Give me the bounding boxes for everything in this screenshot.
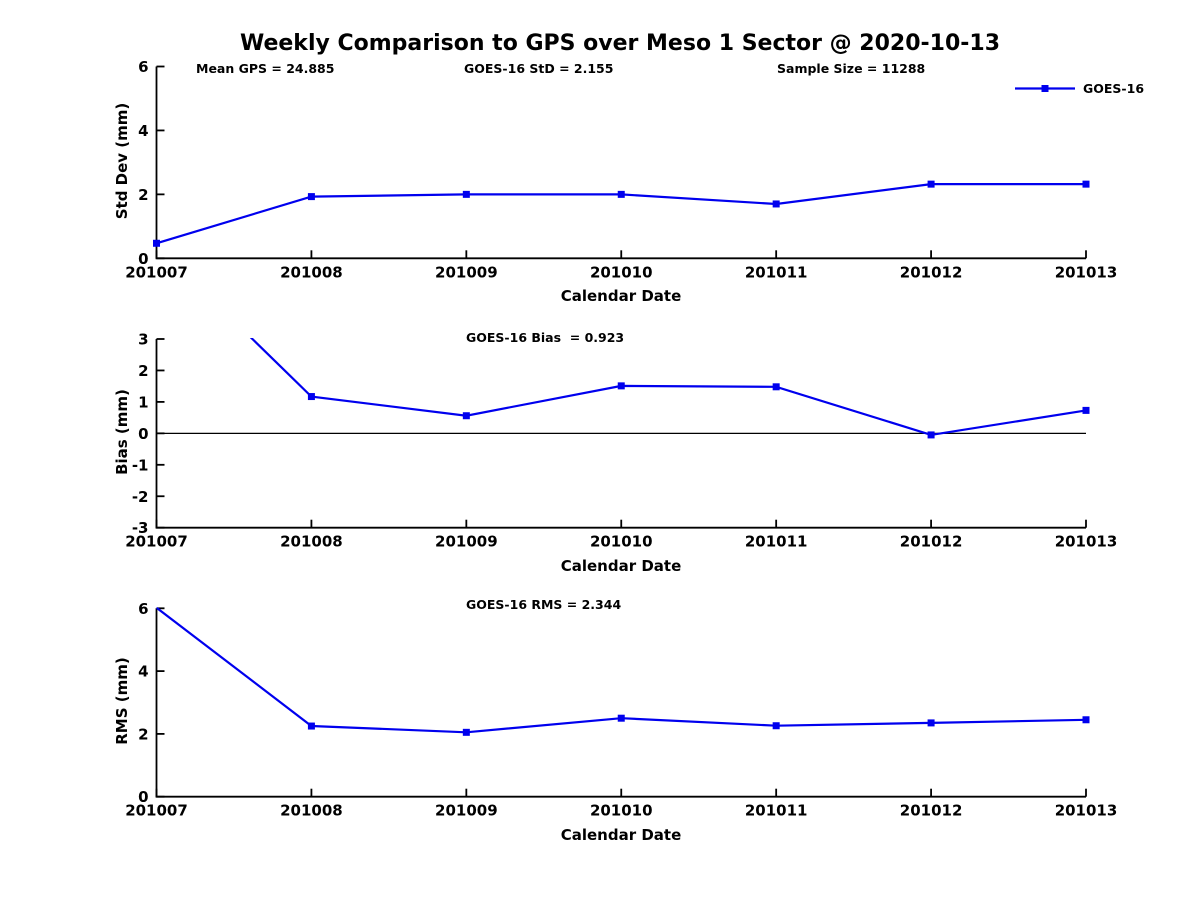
bias-marker	[617, 382, 625, 390]
y-tick-label: 6	[138, 600, 148, 618]
y-tick-label: 0	[138, 788, 148, 806]
legend-marker-square	[1041, 85, 1049, 92]
y-tick-label: 3	[138, 331, 148, 349]
y-tick-label: 2	[138, 362, 148, 380]
xlabel-rms: Calendar Date	[560, 826, 682, 844]
annotation-sample-size: Sample Size = 11288	[777, 61, 926, 76]
std-dev-marker	[772, 200, 780, 208]
rms-marker	[1082, 716, 1090, 724]
x-tick-label: 201011	[745, 802, 808, 820]
std-dev-marker	[307, 193, 315, 201]
legend: GOES-16	[1014, 81, 1144, 96]
x-tick-label: 201011	[745, 263, 808, 281]
rms-series-line	[156, 607, 1087, 734]
annotation-goes16-std: GOES-16 StD = 2.155	[464, 61, 614, 76]
x-tick-label: 201009	[435, 802, 498, 820]
rms-plot: 0 2 4 6 201007 201008 201009 201010 201011 201012…	[125, 600, 1117, 820]
x-tick-label: 201007	[125, 533, 188, 551]
xlabel-std-dev: Calendar Date	[560, 287, 682, 305]
y-tick-label: 4	[138, 122, 148, 140]
bias-marker	[1082, 406, 1090, 414]
x-tick-label: 201013	[1055, 533, 1118, 551]
legend-line-sample	[1015, 85, 1075, 92]
y-tick-label: 0	[138, 425, 148, 443]
x-tick-label: 201008	[280, 533, 343, 551]
annotation-goes16-rms: GOES-16 RMS = 2.344	[466, 597, 622, 612]
x-tick-label: 201012	[900, 802, 963, 820]
x-tick-label: 201010	[590, 263, 653, 281]
x-tick-label: 201012	[900, 263, 963, 281]
annotation-mean-gps: Mean GPS = 24.885	[196, 61, 335, 76]
std-dev-marker	[927, 180, 935, 188]
x-tick-label: 201008	[280, 263, 343, 281]
rms-marker	[927, 719, 935, 727]
std-dev-marker	[153, 239, 160, 247]
bias-marker	[462, 412, 470, 420]
xlabel-bias: Calendar Date	[560, 557, 682, 575]
rms-marker	[617, 714, 625, 722]
x-tick-label: 201011	[745, 533, 808, 551]
x-tick-label: 201012	[900, 533, 963, 551]
x-tick-label: 201008	[280, 802, 343, 820]
std-dev-marker	[617, 190, 625, 198]
x-tick-label: 201007	[125, 263, 188, 281]
y-tick-label: 6	[138, 58, 148, 76]
x-tick-label: 201010	[590, 802, 653, 820]
std-dev-marker	[1082, 180, 1090, 188]
y-tick-label: -2	[132, 488, 149, 506]
annotation-goes16-bias: GOES-16 Bias = 0.923	[466, 330, 625, 345]
y-tick-label: 2	[138, 725, 148, 743]
std-dev-plot: 0 2 4 6 201007 201008 201009 201010 201011 201012…	[125, 58, 1117, 281]
x-tick-label: 201010	[590, 533, 653, 551]
bias-marker	[307, 393, 315, 401]
bias-marker	[772, 383, 780, 391]
rms-marker	[772, 722, 780, 730]
rms-marker	[462, 728, 470, 736]
y-tick-label: 4	[138, 663, 148, 681]
bias-marker	[927, 431, 935, 439]
x-tick-label: 201013	[1055, 263, 1118, 281]
y-tick-label: 2	[138, 186, 148, 204]
y-tick-label: 0	[138, 250, 148, 268]
std-dev-marker	[462, 190, 470, 198]
x-tick-label: 201007	[125, 802, 188, 820]
y-tick-label: -1	[132, 456, 149, 474]
x-tick-label: 201009	[435, 533, 498, 551]
figure-title: Weekly Comparison to GPS over Meso 1 Sec…	[239, 31, 1001, 56]
legend-label: GOES-16	[1083, 81, 1145, 96]
y-tick-label: 1	[138, 393, 148, 411]
x-tick-label: 201009	[435, 263, 498, 281]
rms-marker	[307, 722, 315, 730]
y-tick-label: -3	[132, 519, 149, 537]
x-tick-label: 201013	[1055, 802, 1118, 820]
